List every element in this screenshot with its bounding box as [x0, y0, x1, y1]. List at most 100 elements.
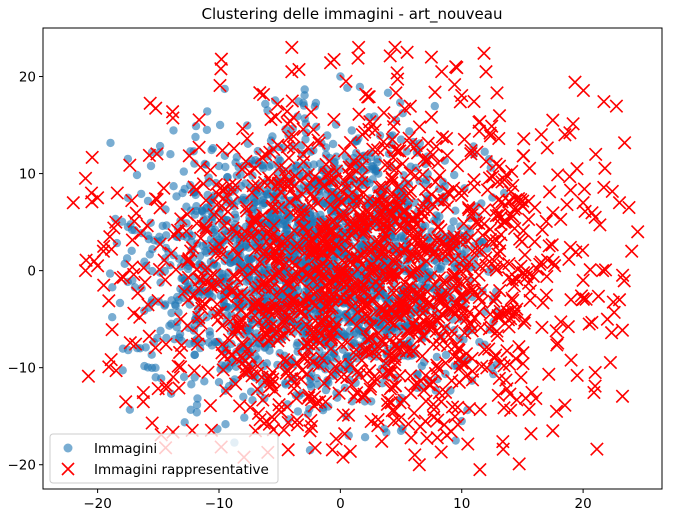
data-point-x: [558, 128, 572, 142]
data-point: [137, 189, 146, 199]
data-point-x: [254, 240, 268, 255]
data-point-x: [575, 243, 590, 258]
data-point-x: [159, 378, 173, 393]
data-point-x: [350, 181, 364, 195]
data-point-x: [598, 161, 612, 176]
data-point-x: [402, 186, 416, 201]
y-tick-label: 10: [19, 167, 36, 183]
data-point-x: [506, 178, 520, 193]
data-point-x: [317, 267, 331, 281]
data-point-x: [308, 441, 322, 455]
data-point-x: [539, 288, 554, 302]
data-point-x: [499, 168, 513, 182]
data-point-x: [223, 178, 237, 192]
data-point-x: [371, 285, 386, 300]
data-point-x: [136, 394, 151, 409]
data-point-x: [617, 274, 631, 288]
data-point-x: [545, 238, 559, 252]
data-point-x: [615, 323, 630, 337]
data-point-x: [376, 368, 390, 382]
data-point-x: [583, 262, 597, 277]
data-point-x: [391, 144, 405, 158]
data-point-x: [546, 424, 560, 438]
data-point-x: [394, 218, 408, 233]
data-point-x: [428, 233, 442, 248]
data-point-x: [134, 226, 148, 241]
data-point-x: [125, 193, 139, 208]
data-point: [300, 85, 309, 94]
data-point-x: [539, 214, 554, 229]
data-point-x: [207, 207, 221, 222]
data-point-x: [443, 330, 458, 345]
data-point-x: [480, 183, 495, 197]
data-point-x: [489, 263, 504, 277]
data-point: [207, 145, 216, 155]
data-point-x: [340, 291, 354, 306]
data-point-x: [482, 171, 497, 185]
data-point-x: [420, 431, 434, 446]
data-point-x: [310, 196, 325, 211]
data-point: [432, 352, 442, 362]
data-point: [155, 148, 164, 157]
data-point: [162, 333, 171, 343]
data-point-x: [180, 318, 195, 333]
data-point-x: [189, 182, 203, 197]
data-point-x: [406, 317, 420, 332]
data-point-x: [430, 361, 445, 375]
data-point-x: [355, 127, 370, 142]
data-point-x: [387, 414, 401, 428]
data-point-x: [390, 72, 405, 86]
data-point-x: [462, 401, 477, 416]
series-rappresentative: [66, 40, 645, 477]
data-point-x: [612, 292, 627, 307]
data-point-x: [214, 245, 229, 260]
data-point: [144, 235, 153, 244]
data-point-x: [276, 328, 291, 342]
data-point-x: [604, 325, 619, 340]
data-point: [315, 184, 324, 193]
data-point-x: [334, 370, 349, 384]
data-point-x: [250, 382, 265, 397]
data-point-x: [358, 87, 373, 102]
data-point-x: [172, 345, 187, 360]
data-point: [174, 254, 184, 263]
data-point-x: [316, 179, 330, 194]
data-point: [132, 170, 142, 180]
data-point-x: [360, 310, 374, 324]
legend-marker-circle: [63, 443, 73, 453]
data-point-x: [591, 289, 606, 304]
data-point-x: [517, 132, 531, 146]
data-point-x: [327, 112, 341, 127]
data-point-x: [304, 186, 319, 201]
data-point-x: [417, 329, 431, 344]
data-point: [167, 319, 176, 328]
data-point-x: [422, 377, 436, 392]
data-point-x: [457, 326, 472, 340]
data-point-x: [451, 417, 465, 432]
data-point-x: [630, 225, 645, 239]
data-point-x: [222, 333, 237, 347]
data-point: [305, 446, 315, 455]
data-point-x: [325, 186, 339, 200]
data-point: [326, 353, 335, 363]
data-point-x: [233, 321, 247, 335]
data-point-x: [252, 225, 266, 240]
data-point-x: [256, 208, 270, 223]
data-point-x: [85, 150, 99, 165]
data-point-x: [428, 175, 443, 189]
data-point-x: [536, 296, 550, 310]
data-point-x: [335, 337, 349, 352]
data-point-x: [465, 364, 480, 378]
data-point-x: [198, 297, 213, 312]
data-point-x: [280, 139, 295, 154]
data-point: [468, 292, 477, 302]
data-point-x: [414, 242, 429, 256]
data-point: [160, 301, 169, 310]
data-point-x: [246, 297, 260, 311]
data-point: [301, 135, 310, 144]
data-point-x: [413, 227, 427, 242]
data-point-x: [489, 208, 504, 223]
data-point-x: [239, 200, 254, 215]
data-point-x: [452, 375, 467, 390]
data-point-x: [399, 289, 413, 304]
